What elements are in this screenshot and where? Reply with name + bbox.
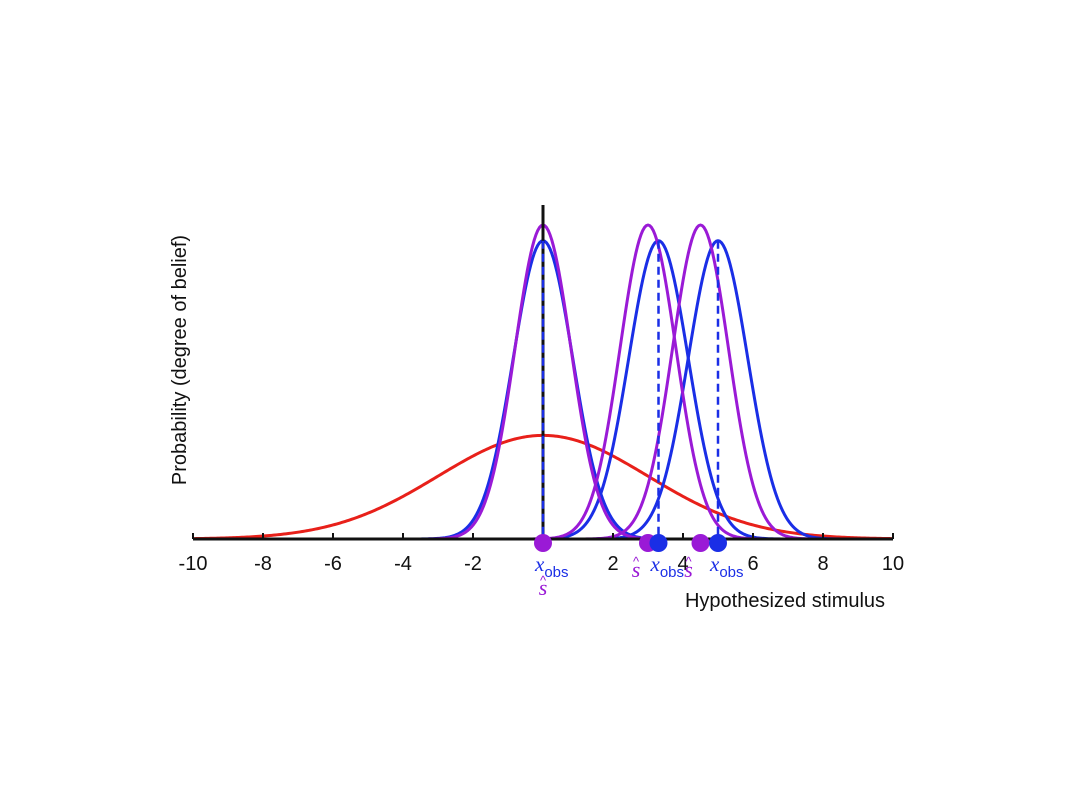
x-ticks: -10 -8 -6 -4 -2 2 4 6 8 10 [179,533,904,575]
x-tick-label: -8 [254,553,272,575]
s-hat-label: s^ [684,554,693,582]
x-tick-label: 8 [817,553,828,575]
s-hat-label: s^ [539,573,548,600]
x-tick-label: 10 [882,553,904,575]
svg-text:s: s [539,575,548,600]
s-hat-marker [691,534,710,552]
x-tick-label: -10 [179,553,208,575]
markers-layer [534,205,727,552]
x-tick-label: -4 [394,553,412,575]
svg-text:^: ^ [633,554,640,569]
x-obs-label: xobs [709,552,744,581]
s-hat-marker [534,534,552,552]
y-axis-title: Probability (degree of belief) [169,235,191,485]
x-tick-label: 2 [607,553,618,575]
s-hat-label: s^ [632,554,641,582]
x-tick-label: -6 [324,553,342,575]
x-obs-marker [649,534,668,552]
x-obs-marker [709,534,727,552]
svg-text:s: s [632,557,641,582]
x-obs-label: xobs [650,552,685,581]
svg-text:^: ^ [540,573,547,588]
x-tick-label: 6 [747,553,758,575]
x-obs-label: xobs [534,552,569,581]
x-tick-label: 4 [677,553,688,575]
x-tick-label: -2 [464,553,482,575]
x-axis-title: Hypothesized stimulus [685,590,885,612]
svg-text:s: s [684,557,693,582]
axes-layer: -10 -8 -6 -4 -2 2 4 6 8 10 [179,533,904,575]
svg-text:^: ^ [685,554,692,569]
